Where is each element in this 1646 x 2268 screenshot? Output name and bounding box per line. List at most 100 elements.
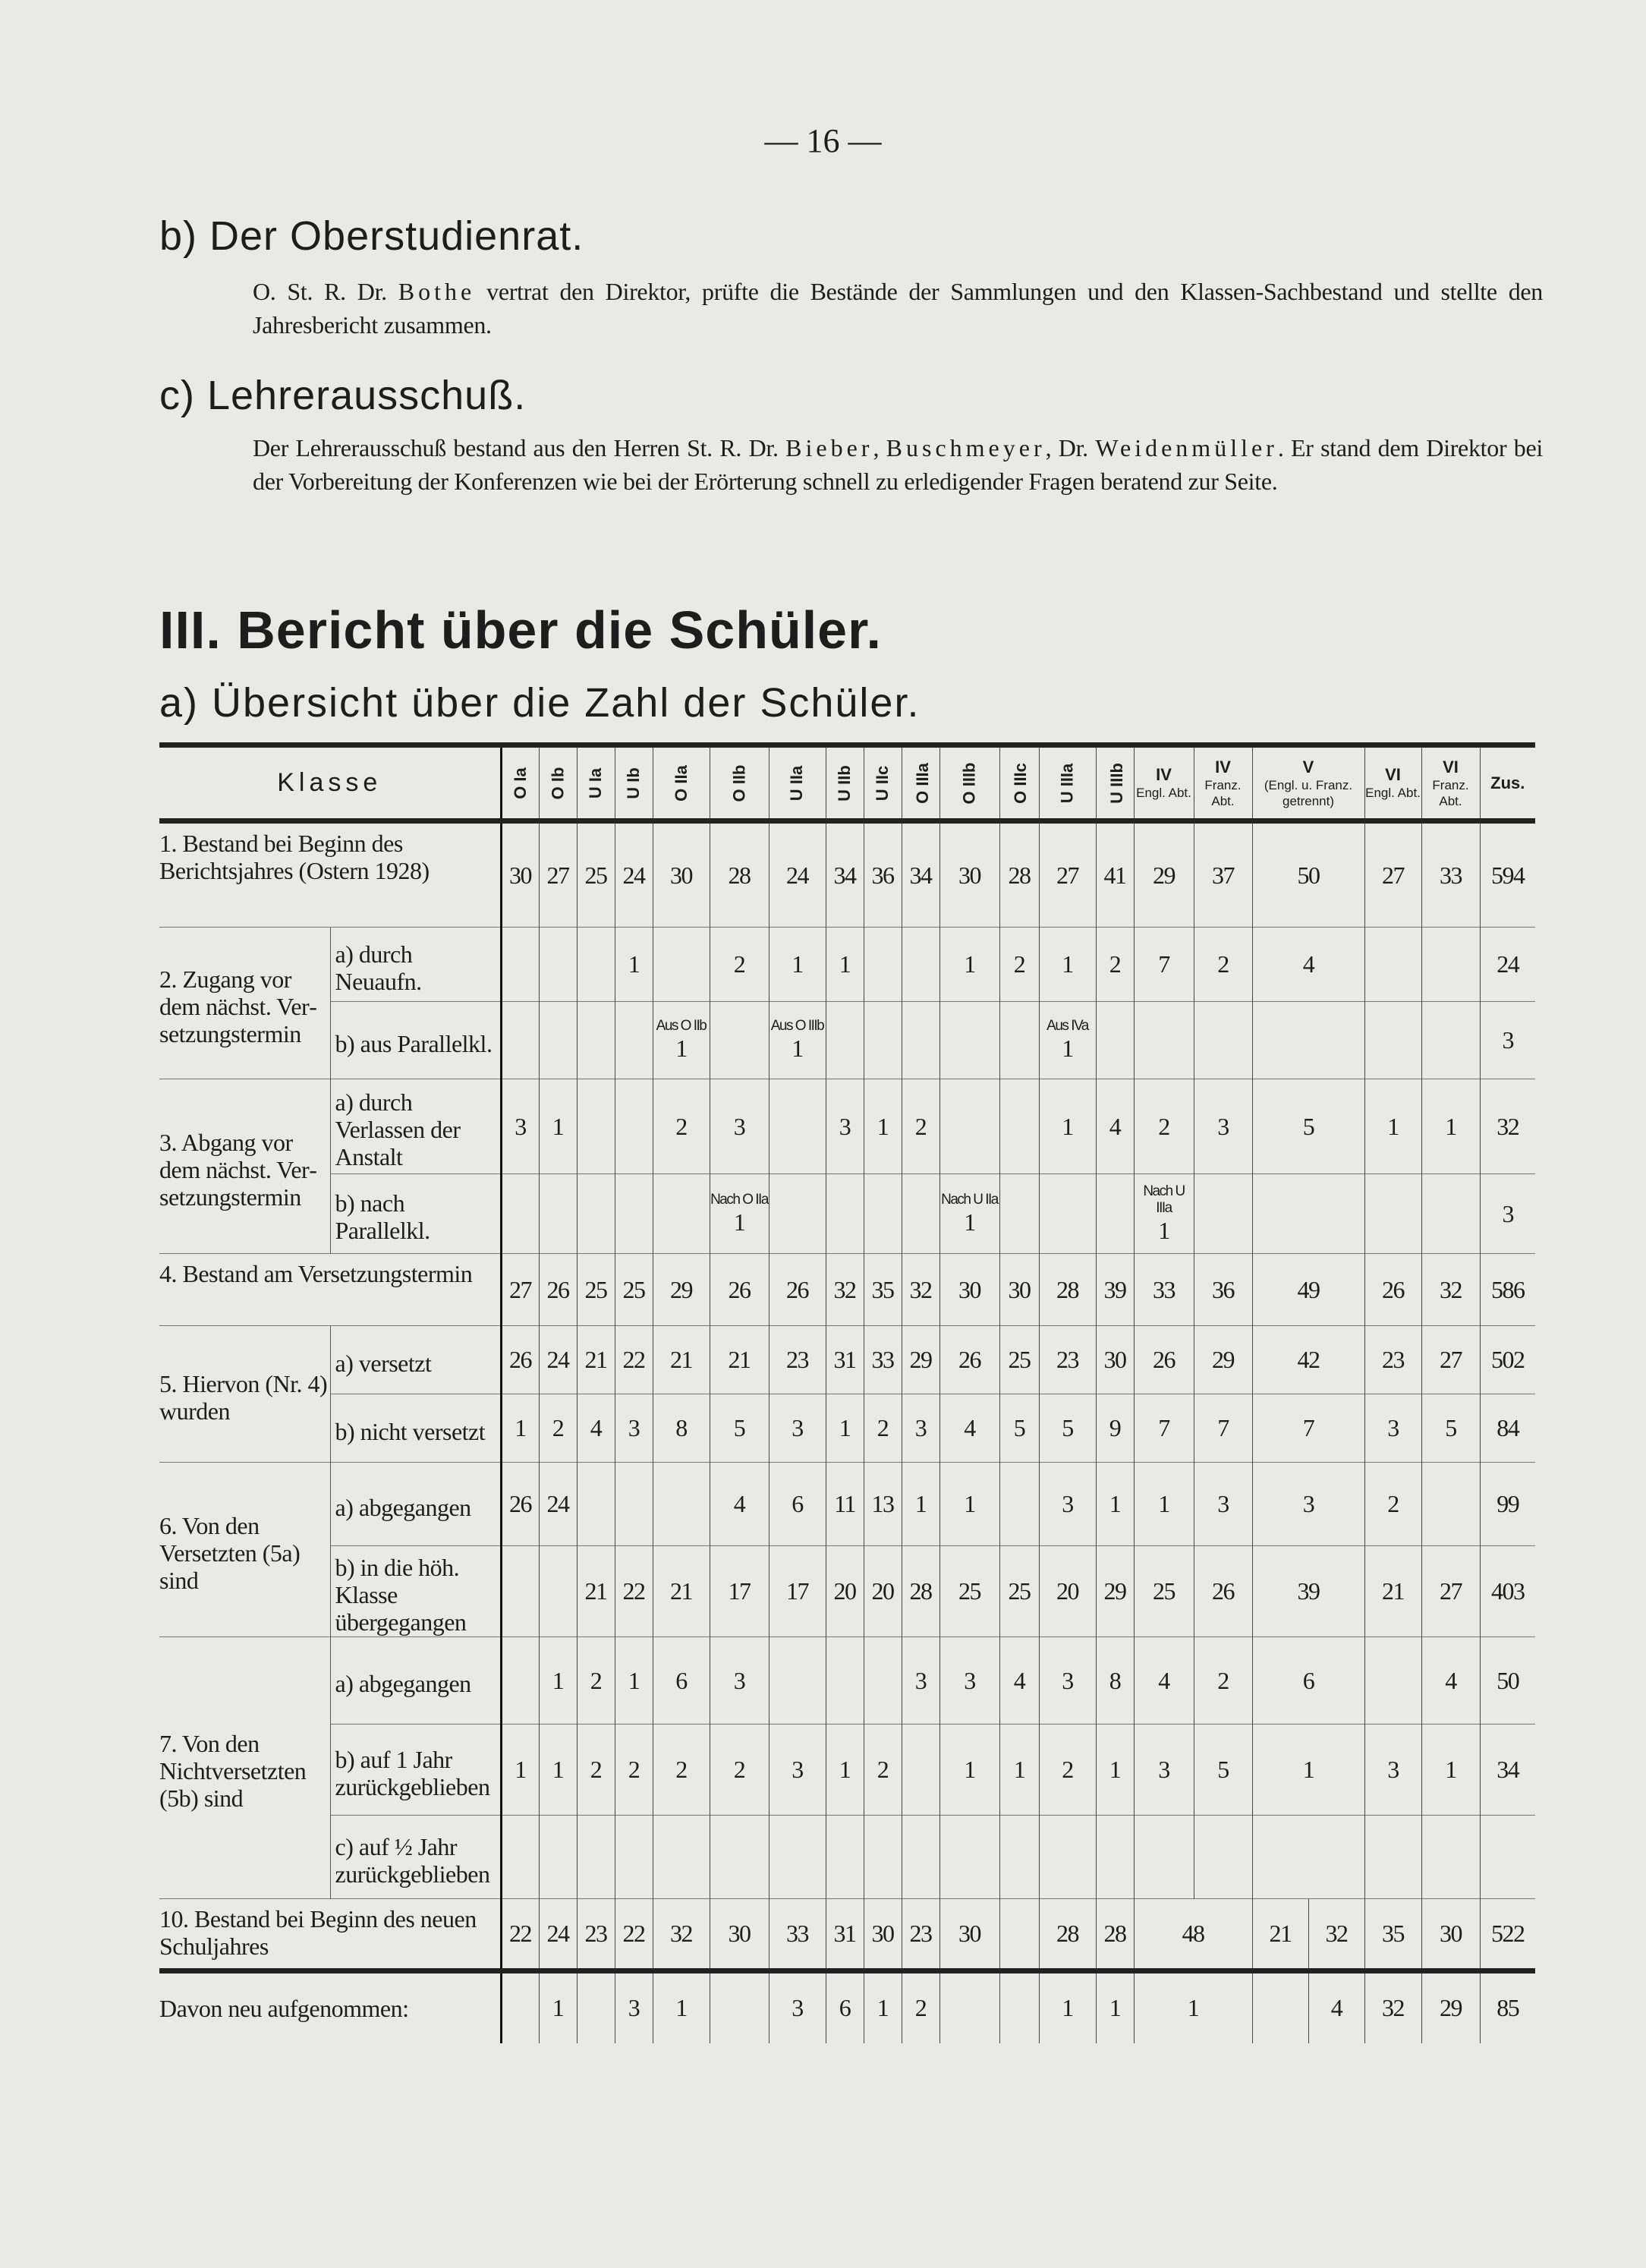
value-cell bbox=[939, 1968, 999, 2043]
cell-note: Aus O IIb bbox=[656, 1018, 707, 1034]
column-label: VI bbox=[1443, 757, 1459, 776]
value-cell: 2 bbox=[1095, 927, 1134, 1002]
value-cell: 1 bbox=[499, 1724, 539, 1816]
column-header: V (Engl. u. Franz. getrennt) bbox=[1251, 745, 1365, 821]
row-group-label: 6. Von den Versetzten (5a) sind bbox=[159, 1462, 330, 1637]
value-cell bbox=[538, 927, 577, 1002]
value-cell bbox=[1421, 1815, 1481, 1899]
value-cell: 2 bbox=[614, 1724, 653, 1816]
column-label: U IIIa bbox=[1057, 763, 1077, 803]
value-cell: 4 bbox=[1421, 1636, 1481, 1725]
value-cell: 25 bbox=[1133, 1545, 1194, 1637]
total-cell: 403 bbox=[1479, 1545, 1536, 1637]
value-cell bbox=[499, 1545, 539, 1637]
value-cell: 33 bbox=[1421, 821, 1481, 928]
value-cell: 36 bbox=[863, 821, 902, 928]
value-cell: 2 bbox=[901, 1968, 939, 2043]
value-cell: 24 bbox=[614, 821, 653, 928]
value-cell: 1 bbox=[1038, 1079, 1096, 1174]
value-cell: 3 bbox=[1193, 1079, 1252, 1174]
value-cell: 1 bbox=[825, 1724, 864, 1816]
cell-value: 1 bbox=[1158, 1216, 1170, 1244]
value-cell: 28 bbox=[1038, 1253, 1096, 1326]
value-cell: 3 bbox=[1364, 1394, 1422, 1463]
value-cell: Nach U IIIa 1 bbox=[1133, 1173, 1194, 1254]
column-header: U IIc bbox=[863, 745, 902, 821]
column-header: U IIIa bbox=[1038, 745, 1096, 821]
value-cell bbox=[901, 927, 939, 1002]
value-cell bbox=[1421, 1173, 1481, 1254]
column-label: U IIIb bbox=[1106, 762, 1126, 804]
value-cell bbox=[538, 1545, 577, 1637]
value-cell: 1 bbox=[1095, 1462, 1134, 1546]
value-cell bbox=[825, 1815, 864, 1899]
column-header: O Ia bbox=[499, 745, 539, 821]
value-cell: 39 bbox=[1251, 1545, 1365, 1637]
value-cell bbox=[1038, 1815, 1096, 1899]
value-cell bbox=[939, 1001, 999, 1079]
table-row: 6. Von den Versetzten (5a) sind a) abgega… bbox=[159, 1462, 1536, 1637]
column-label: O IIIb bbox=[959, 762, 979, 804]
value-cell: 3 bbox=[768, 1394, 826, 1463]
value-cell: 1 bbox=[939, 927, 999, 1002]
value-cell: Aus O IIIb 1 bbox=[768, 1001, 826, 1079]
value-cell: 27 bbox=[1421, 1325, 1481, 1394]
value-cell bbox=[709, 1001, 769, 1079]
value-cell: 11 bbox=[825, 1462, 864, 1546]
value-cell bbox=[901, 1001, 939, 1079]
value-cell: 8 bbox=[652, 1394, 710, 1463]
column-header: O IIIb bbox=[939, 745, 999, 821]
value-cell bbox=[768, 1815, 826, 1899]
column-header: IV Franz. Abt. bbox=[1193, 745, 1252, 821]
value-cell bbox=[825, 1001, 864, 1079]
row-sublabel: b) in die höh. Klasse übergegangen bbox=[329, 1545, 501, 1637]
value-cell bbox=[1251, 1173, 1365, 1254]
value-cell: 29 bbox=[1193, 1325, 1252, 1394]
value-cell bbox=[1095, 1173, 1134, 1254]
value-cell: 2 bbox=[999, 927, 1039, 1002]
value-cell bbox=[1095, 1001, 1134, 1079]
value-cell: 26 bbox=[499, 1462, 539, 1546]
total-cell: 3 bbox=[1479, 1001, 1536, 1079]
value-cell: 28 bbox=[1038, 1898, 1096, 1971]
row-sublabel: a) abgegangen bbox=[329, 1462, 501, 1546]
value-cell bbox=[614, 1815, 653, 1899]
column-sublabel: Engl. Abt. bbox=[1365, 786, 1421, 800]
value-cell: 2 bbox=[1193, 927, 1252, 1002]
column-label: O IIb bbox=[729, 764, 748, 802]
value-cell: 21 bbox=[576, 1545, 615, 1637]
value-cell: 4 bbox=[1133, 1636, 1194, 1725]
value-cell: 32 bbox=[825, 1253, 864, 1326]
text: , Dr. bbox=[1045, 434, 1096, 461]
value-cell: 1 bbox=[1364, 1079, 1422, 1174]
value-cell: 7 bbox=[1133, 1394, 1194, 1463]
value-cell: 22 bbox=[614, 1545, 653, 1637]
value-cell: 30 bbox=[939, 821, 999, 928]
value-cell: 33 bbox=[863, 1325, 902, 1394]
table-row: b) nach Parallelkl. Nach O IIa 1 Nach U IIa… bbox=[159, 1173, 1536, 1254]
value-cell bbox=[863, 1636, 902, 1725]
text: . Er stand dem Direktor bei der Vorberei… bbox=[253, 434, 1543, 495]
value-cell: 1 bbox=[499, 1394, 539, 1463]
column-header: O IIa bbox=[652, 745, 710, 821]
value-cell: 3 bbox=[1038, 1462, 1096, 1546]
value-cell: 4 bbox=[709, 1462, 769, 1546]
total-cell: 50 bbox=[1479, 1636, 1536, 1725]
value-cell: 1 bbox=[863, 1079, 902, 1174]
value-cell: 1 bbox=[999, 1724, 1039, 1816]
value-cell: 7 bbox=[1133, 927, 1194, 1002]
total-cell: 99 bbox=[1479, 1462, 1536, 1546]
value-cell: 2 bbox=[652, 1724, 710, 1816]
person-name: Buschmeyer bbox=[886, 434, 1046, 461]
value-cell bbox=[1038, 1173, 1096, 1254]
value-cell: 1 bbox=[652, 1968, 710, 2043]
value-cell bbox=[901, 1815, 939, 1899]
value-cell: 27 bbox=[499, 1253, 539, 1326]
value-cell: 30 bbox=[999, 1253, 1039, 1326]
value-cell: 6 bbox=[768, 1462, 826, 1546]
total-cell bbox=[1479, 1815, 1536, 1899]
cell-value: 1 bbox=[1062, 1035, 1074, 1062]
value-cell bbox=[499, 1815, 539, 1899]
value-cell bbox=[901, 1173, 939, 1254]
value-cell bbox=[709, 1968, 769, 2043]
